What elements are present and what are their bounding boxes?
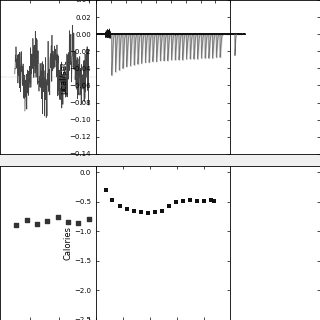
Point xyxy=(45,219,50,224)
Point xyxy=(187,198,192,203)
Point xyxy=(109,198,115,203)
Point xyxy=(166,204,171,209)
Point xyxy=(124,206,129,211)
Point xyxy=(103,187,108,192)
Point xyxy=(24,218,29,223)
Point xyxy=(212,198,217,204)
Y-axis label: Calories: Calories xyxy=(64,226,73,260)
Point xyxy=(76,220,81,225)
Y-axis label: μcal/sec: μcal/sec xyxy=(59,60,68,94)
Point xyxy=(173,199,178,204)
Point xyxy=(138,210,143,215)
Point xyxy=(145,210,150,215)
Point xyxy=(201,198,206,204)
Point xyxy=(208,198,213,203)
Point xyxy=(194,198,199,204)
Point xyxy=(55,214,60,220)
Point xyxy=(86,217,91,222)
Point xyxy=(159,208,164,213)
Point xyxy=(131,209,136,214)
Point xyxy=(34,221,39,226)
Point xyxy=(180,198,185,204)
Point xyxy=(152,210,157,215)
Point xyxy=(117,204,122,209)
Point xyxy=(14,222,19,228)
Point xyxy=(65,219,70,224)
